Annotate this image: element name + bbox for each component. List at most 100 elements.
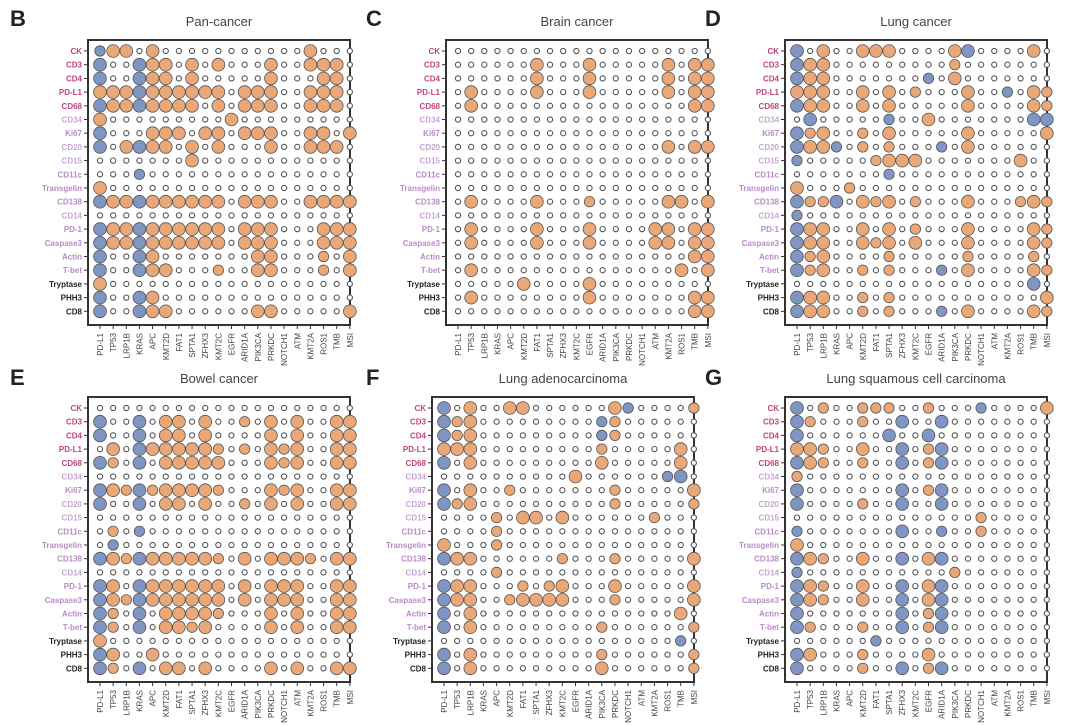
dot-none <box>964 445 972 453</box>
dot-positive <box>239 498 251 510</box>
dot-positive <box>237 194 252 209</box>
dot-positive <box>463 606 478 621</box>
dot-none <box>586 267 593 274</box>
dot-none <box>254 157 261 164</box>
dot-none <box>991 47 998 55</box>
dot-none <box>572 555 579 562</box>
dot-none <box>991 500 998 508</box>
dot-none <box>1043 528 1050 535</box>
dot-none <box>307 184 314 192</box>
dot-negative <box>675 635 687 647</box>
dot-none <box>899 473 906 480</box>
dot-none <box>1004 459 1011 466</box>
dot-none <box>991 116 998 123</box>
column-label: TP53 <box>109 332 118 352</box>
dot-none <box>520 294 527 301</box>
column-label: NOTCH1 <box>638 332 647 365</box>
dot-none <box>964 294 972 301</box>
dot-negative <box>132 249 147 264</box>
dot-none <box>320 610 327 617</box>
dot-none <box>807 610 814 617</box>
dot-none <box>807 157 814 164</box>
dot-positive <box>237 579 252 593</box>
dot-positive <box>158 606 173 621</box>
dot-none <box>872 541 880 549</box>
dot-none <box>333 47 340 55</box>
dot-none <box>833 171 840 178</box>
dot-none <box>494 171 501 178</box>
dot-positive <box>1040 290 1054 305</box>
dot-positive <box>172 85 186 99</box>
dot-none <box>254 432 261 439</box>
dot-none <box>977 212 985 219</box>
dot-none <box>136 473 143 480</box>
dot-none <box>925 102 932 109</box>
dot-none <box>110 253 117 260</box>
dot-none <box>188 569 196 576</box>
dot-positive <box>688 662 700 674</box>
dot-positive <box>106 483 120 498</box>
dot-none <box>494 47 501 55</box>
column-label: TP53 <box>453 689 462 709</box>
dot-positive <box>343 126 357 140</box>
dot-none <box>559 610 566 617</box>
dot-none <box>294 88 301 96</box>
dot-positive <box>516 277 531 291</box>
dot-none <box>872 610 880 617</box>
dot-none <box>977 171 985 178</box>
dot-none <box>149 171 156 178</box>
dot-none <box>267 404 275 412</box>
dot-negative <box>437 579 451 593</box>
dot-none <box>585 473 592 480</box>
dot-none <box>664 418 671 425</box>
dot-none <box>598 569 605 576</box>
dot-positive <box>962 250 974 263</box>
dot-none <box>215 294 222 301</box>
dot-none <box>899 171 906 178</box>
column-label: PRKDC <box>267 690 276 718</box>
dot-none <box>506 500 513 508</box>
dot-none <box>951 500 958 508</box>
dot-none <box>665 294 672 301</box>
dot-none <box>175 541 183 549</box>
dot-positive <box>464 222 478 236</box>
dot-positive <box>264 85 278 99</box>
dot-none <box>149 212 156 219</box>
dot-none <box>977 280 985 288</box>
dot-none <box>964 487 972 494</box>
dot-positive <box>264 483 278 498</box>
dot-none <box>691 198 698 205</box>
dot-positive <box>304 553 316 565</box>
dot-positive <box>855 236 870 250</box>
column-label: SPTA1 <box>532 689 541 714</box>
column-label: EGFR <box>925 333 934 355</box>
dot-none <box>123 157 130 164</box>
dot-none <box>267 514 275 521</box>
dot-negative <box>437 606 451 621</box>
dot-none <box>925 157 932 164</box>
dot-none <box>453 624 461 631</box>
dot-none <box>480 487 487 494</box>
column-label: FAT1 <box>175 689 184 708</box>
dot-none <box>1017 637 1024 645</box>
column-label: MSI <box>346 690 355 704</box>
dot-positive <box>172 497 186 511</box>
dot-none <box>507 143 514 151</box>
dot-none <box>494 143 501 151</box>
column-label: LRP1B <box>466 690 475 715</box>
column-label: APC <box>149 690 158 707</box>
column-label: MSI <box>346 333 355 347</box>
column-label: ROS1 <box>1017 689 1026 711</box>
dot-positive <box>922 607 935 620</box>
dot-none <box>859 253 866 260</box>
dot-none <box>467 253 475 260</box>
dot-none <box>991 473 998 480</box>
dot-none <box>481 116 488 123</box>
dot-none <box>820 569 827 576</box>
dot-none <box>586 47 593 55</box>
dot-positive <box>817 594 829 606</box>
dot-none <box>938 541 945 549</box>
dot-none <box>1017 184 1024 192</box>
dot-positive <box>198 236 213 250</box>
dot-none <box>267 541 275 549</box>
